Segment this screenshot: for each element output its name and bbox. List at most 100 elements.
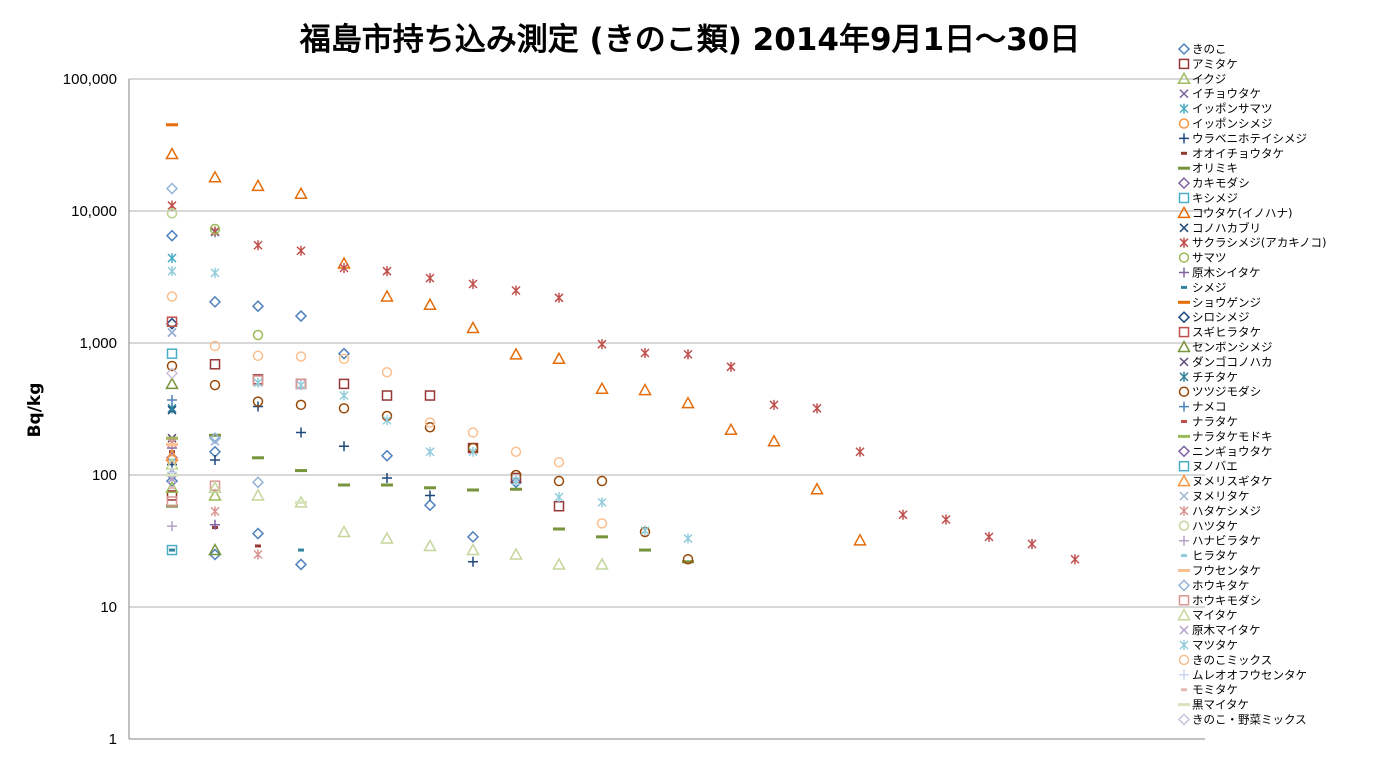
data-point xyxy=(382,415,392,426)
legend-item: フウセンタケ xyxy=(1178,564,1261,578)
legend-item: センボンシメジ xyxy=(1177,339,1273,354)
data-point xyxy=(295,500,307,504)
legend-marker xyxy=(1177,205,1191,219)
legend-marker xyxy=(1178,460,1190,472)
data-point xyxy=(166,208,178,219)
data-point xyxy=(681,396,695,409)
y-tick-label: 100,000 xyxy=(63,71,117,88)
data-point xyxy=(898,509,908,520)
data-point xyxy=(596,518,608,529)
legend-label: ダンゴコノハカ xyxy=(1192,355,1273,369)
data-point xyxy=(1070,554,1080,565)
data-point xyxy=(209,340,221,352)
data-point xyxy=(381,483,393,487)
legend-marker xyxy=(1178,569,1190,572)
data-point xyxy=(468,556,478,567)
legend-marker xyxy=(1179,267,1189,278)
legend-item: チチタケ xyxy=(1179,370,1238,384)
legend-label: フウセンタケ xyxy=(1192,564,1261,578)
legend-marker xyxy=(1178,386,1190,397)
data-point xyxy=(167,266,177,277)
legend-marker xyxy=(1178,58,1190,70)
legend-item: マイタケ xyxy=(1177,608,1238,622)
legend-item: スギヒラタケ xyxy=(1178,325,1261,339)
chart-title: 福島市持ち込み測定 (きのこ類) 2014年9月1日～30日 xyxy=(299,22,1080,58)
legend-label: ツツジモダシ xyxy=(1192,385,1261,399)
legend-marker xyxy=(1178,520,1190,532)
data-point xyxy=(682,554,694,565)
legend-marker xyxy=(1178,434,1190,438)
data-point xyxy=(683,533,693,544)
legend-label: きのこミックス xyxy=(1192,653,1272,667)
series-23 xyxy=(166,360,694,565)
series-20 xyxy=(165,376,222,556)
legend-item: オリミキ xyxy=(1178,161,1238,175)
data-point xyxy=(209,379,221,391)
data-point xyxy=(682,560,694,564)
legend-label: ホウキモダシ xyxy=(1192,593,1261,607)
data-point xyxy=(295,469,307,473)
series-18 xyxy=(165,317,179,330)
data-point xyxy=(251,476,265,489)
data-point xyxy=(767,434,781,447)
data-point xyxy=(339,390,349,401)
legend-marker xyxy=(1178,654,1190,666)
data-point xyxy=(166,348,178,359)
legend-marker xyxy=(1177,474,1191,487)
series-33 xyxy=(167,521,177,532)
legend-label: サクラシメジ(アカキノコ) xyxy=(1192,236,1326,250)
data-point xyxy=(165,474,179,488)
data-point xyxy=(167,328,177,338)
legend-item: イチョウタケ xyxy=(1179,87,1261,101)
legend-marker xyxy=(1177,177,1191,190)
data-point xyxy=(294,186,308,200)
legend-label: イクジ xyxy=(1192,72,1226,86)
legend-marker xyxy=(1178,300,1190,304)
legend-label: アミタケ xyxy=(1192,57,1238,71)
legend-item: ハナビラタケ xyxy=(1179,534,1261,548)
legend-label: シメジ xyxy=(1192,280,1227,294)
legend-item: ニンギョウタケ xyxy=(1177,444,1273,458)
series-30 xyxy=(167,328,220,446)
data-point xyxy=(165,147,179,160)
data-point xyxy=(296,427,306,438)
legend-label: 原木マイタケ xyxy=(1192,623,1261,637)
data-point xyxy=(338,378,350,390)
data-point xyxy=(208,432,222,445)
legend-label: ハナビラタケ xyxy=(1192,534,1261,548)
series-45 xyxy=(165,367,179,380)
data-point xyxy=(210,226,220,237)
data-point xyxy=(252,396,264,407)
data-point xyxy=(381,367,393,378)
data-point xyxy=(683,349,693,360)
series-13 xyxy=(167,200,1080,565)
legend-marker xyxy=(1181,420,1187,423)
legend-item: ナメコ xyxy=(1179,400,1227,414)
legend-item: ナラタケモドキ xyxy=(1178,429,1273,443)
data-point xyxy=(554,492,564,503)
data-point xyxy=(596,475,608,487)
legend-label: コウタケ(イノハナ) xyxy=(1192,206,1293,220)
legend-label: センボンシメジ xyxy=(1192,340,1273,354)
legend-label: チチタケ xyxy=(1192,370,1238,384)
legend-marker xyxy=(1179,237,1189,248)
series-37 xyxy=(166,375,307,507)
legend-label: 黒マイタケ xyxy=(1192,698,1249,712)
data-point xyxy=(424,390,436,401)
legend-item: ハツタケ xyxy=(1178,519,1238,533)
data-point xyxy=(210,267,220,278)
legend-label: シロシメジ xyxy=(1192,310,1250,324)
y-axis-label: Bq/kg xyxy=(25,383,45,438)
legend-item: イクジ xyxy=(1177,71,1226,86)
legend-marker xyxy=(1181,554,1187,558)
data-point xyxy=(466,543,480,556)
data-point xyxy=(337,524,351,538)
data-point xyxy=(209,433,221,437)
data-point xyxy=(638,383,652,396)
data-point xyxy=(466,530,480,543)
data-point xyxy=(726,361,736,372)
legend-label: モミタケ xyxy=(1192,683,1238,697)
legend-marker xyxy=(1178,192,1190,204)
series-41 xyxy=(166,291,608,529)
